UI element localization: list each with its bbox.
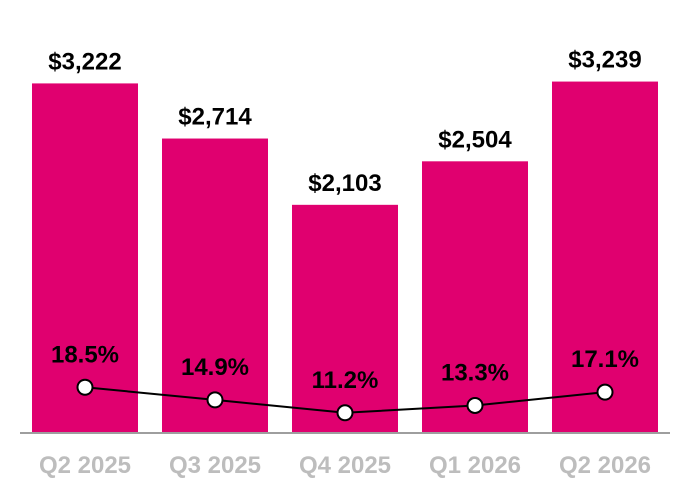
margin-point-0 <box>76 378 94 396</box>
margin-label-2: 11.2% <box>312 367 379 394</box>
margin-label-3: 13.3% <box>441 359 509 386</box>
margin-point-1 <box>206 391 224 409</box>
margin-label-1: 14.9% <box>181 354 249 381</box>
margin-point-3 <box>466 396 484 414</box>
bar-2 <box>292 204 398 433</box>
x-tick-label-4: Q2 2026 <box>559 452 651 479</box>
bar-4 <box>552 81 658 434</box>
bar-value-label-0: $3,222 <box>48 48 121 75</box>
x-tick-label-3: Q1 2026 <box>429 452 521 479</box>
margin-point-2 <box>336 404 354 422</box>
margin-point-4 <box>596 383 614 401</box>
margin-value-labels: 18.5% 14.9% 11.2% 13.3% 17.1% <box>51 341 639 394</box>
bar-1 <box>162 138 268 433</box>
margin-label-4: 17.1% <box>571 346 639 373</box>
bar-value-labels: $3,222 $2,714 $2,103 $2,504 $3,239 <box>48 47 641 197</box>
margin-line-group <box>76 378 614 422</box>
bar-3 <box>422 161 528 434</box>
x-tick-label-0: Q2 2025 <box>39 452 131 479</box>
margin-label-0: 18.5% <box>51 341 119 368</box>
x-tick-label-1: Q3 2025 <box>169 452 261 479</box>
x-axis-tick-labels: Q2 2025 Q3 2025 Q4 2025 Q1 2026 Q2 2026 <box>39 452 651 479</box>
bar-value-label-3: $2,504 <box>438 126 512 153</box>
bar-value-label-1: $2,714 <box>178 104 252 131</box>
bar-0 <box>32 83 138 434</box>
bar-value-label-4: $3,239 <box>568 47 641 74</box>
x-tick-label-2: Q4 2025 <box>299 452 391 479</box>
bar-value-label-2: $2,103 <box>308 170 381 197</box>
bars-group <box>32 81 658 434</box>
